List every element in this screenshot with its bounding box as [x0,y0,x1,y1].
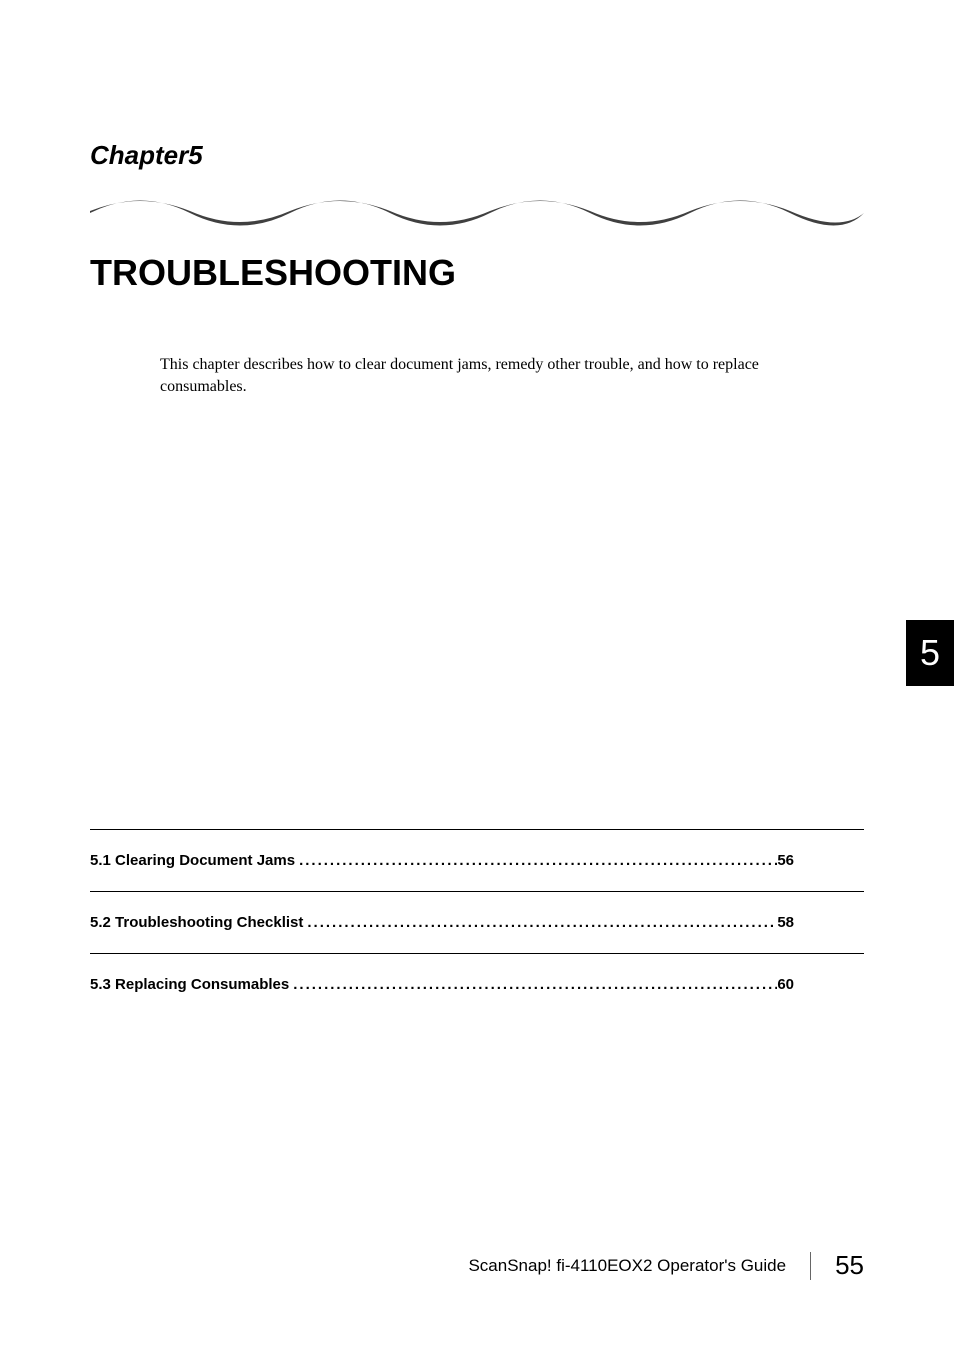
toc-entry-page: 60 [777,976,864,993]
chapter-label: Chapter5 [90,140,864,171]
toc-section: 5.1 Clearing Document Jams .............… [90,829,864,1015]
toc-entry-title: 5.1 Clearing Document Jams [90,852,295,869]
footer: ScanSnap! fi-4110EOX2 Operator's Guide 5… [468,1250,864,1281]
chapter-tab-number: 5 [920,632,940,674]
toc-entry[interactable]: 5.1 Clearing Document Jams .............… [90,829,864,891]
intro-text: This chapter describes how to clear docu… [160,354,844,399]
toc-entry-page: 56 [777,852,864,869]
wave-divider-icon [90,183,864,243]
page-container: Chapter5 TROUBLESHOOTING This chapter de… [0,0,954,1351]
toc-dots: ........................................… [289,976,777,993]
toc-entry-title: 5.2 Troubleshooting Checklist [90,914,303,931]
footer-document-title: ScanSnap! fi-4110EOX2 Operator's Guide [468,1256,786,1276]
toc-entry-title: 5.3 Replacing Consumables [90,976,289,993]
chapter-tab: 5 [906,620,954,686]
toc-entry-page: 58 [777,914,864,931]
toc-entry[interactable]: 5.2 Troubleshooting Checklist ..........… [90,891,864,953]
footer-divider [810,1252,811,1280]
toc-entry[interactable]: 5.3 Replacing Consumables ..............… [90,953,864,1015]
toc-dots: ........................................… [303,914,777,931]
footer-page-number: 55 [835,1250,864,1281]
toc-dots: ........................................… [295,852,777,869]
chapter-title: TROUBLESHOOTING [90,252,864,294]
